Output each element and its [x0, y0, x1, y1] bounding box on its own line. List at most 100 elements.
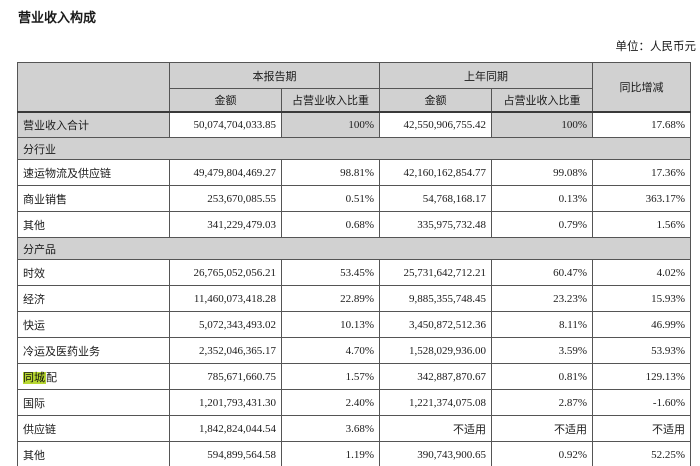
- row-label: 其他: [17, 441, 170, 466]
- cell-yoy: -1.60%: [592, 389, 691, 416]
- cell-amount-current: 50,074,704,033.85: [169, 111, 282, 138]
- cell-pct-prior: 99.08%: [491, 159, 593, 186]
- table-row: 其他 594,899,564.58 1.19% 390,743,900.65 0.92%…: [17, 441, 691, 466]
- table-header: 本报告期 上年同期 同比增减 金额 占营业收入比重 金额 占营业收入比重: [17, 62, 691, 113]
- table-row: 时效 26,765,052,056.21 53.45% 25,731,642,712.…: [17, 259, 691, 286]
- cell-amount-current: 341,229,479.03: [169, 211, 282, 238]
- cell-pct-prior: 60.47%: [491, 259, 593, 286]
- cell-pct-current: 3.68%: [281, 415, 380, 442]
- cell-amount-current: 2,352,046,365.17: [169, 337, 282, 364]
- cell-yoy: 不适用: [592, 415, 691, 442]
- header-current-period: 本报告期: [169, 62, 380, 89]
- cell-amount-current: 594,899,564.58: [169, 441, 282, 466]
- table-row: 同城配 785,671,660.75 1.57% 342,887,870.67 0.81…: [17, 363, 691, 390]
- header-yoy-change: 同比增减: [592, 62, 691, 113]
- cell-yoy: 4.02%: [592, 259, 691, 286]
- cell-pct-current: 1.19%: [281, 441, 380, 466]
- cell-pct-prior: 0.81%: [491, 363, 593, 390]
- section-row: 分产品: [17, 237, 691, 260]
- row-label: 商业销售: [17, 185, 170, 212]
- cell-amount-current: 253,670,085.55: [169, 185, 282, 212]
- section-row: 分行业: [17, 137, 691, 160]
- cell-pct-prior: 不适用: [491, 415, 593, 442]
- cell-amount-prior: 9,885,355,748.45: [379, 285, 492, 312]
- cell-pct-current: 4.70%: [281, 337, 380, 364]
- cell-amount-current: 49,479,804,469.27: [169, 159, 282, 186]
- table-row: 速运物流及供应链 49,479,804,469.27 98.81% 42,160,16…: [17, 159, 691, 186]
- cell-amount-prior: 390,743,900.65: [379, 441, 492, 466]
- cell-pct-prior: 0.92%: [491, 441, 593, 466]
- cell-pct-current: 1.57%: [281, 363, 380, 390]
- cell-pct-current: 98.81%: [281, 159, 380, 186]
- cell-yoy: 53.93%: [592, 337, 691, 364]
- row-label: 时效: [17, 259, 170, 286]
- cell-pct-current: 53.45%: [281, 259, 380, 286]
- header-prior-period: 上年同期: [379, 62, 593, 89]
- cell-amount-prior: 不适用: [379, 415, 492, 442]
- cell-amount-current: 785,671,660.75: [169, 363, 282, 390]
- cell-yoy: 15.93%: [592, 285, 691, 312]
- header-row-periods: 本报告期 上年同期 同比增减: [17, 62, 691, 113]
- cell-yoy: 129.13%: [592, 363, 691, 390]
- cell-amount-current: 1,201,793,431.30: [169, 389, 282, 416]
- cell-pct-current: 100%: [281, 111, 380, 138]
- cell-pct-prior: 0.13%: [491, 185, 593, 212]
- cell-yoy: 46.99%: [592, 311, 691, 338]
- table-row: 其他 341,229,479.03 0.68% 335,975,732.48 0.79%…: [17, 211, 691, 238]
- header-amount-current: 金额: [169, 88, 282, 113]
- row-label: 经济: [17, 285, 170, 312]
- row-label: 同城配: [17, 363, 170, 390]
- section-label: 分行业: [17, 137, 691, 160]
- cell-pct-prior: 3.59%: [491, 337, 593, 364]
- cell-pct-current: 22.89%: [281, 285, 380, 312]
- row-label: 其他: [17, 211, 170, 238]
- header-pct-prior: 占营业收入比重: [491, 88, 593, 113]
- currency-unit-label: 单位：人民币元: [615, 41, 697, 53]
- cell-amount-current: 26,765,052,056.21: [169, 259, 282, 286]
- table-row: 国际 1,201,793,431.30 2.40% 1,221,374,075.08 2…: [17, 389, 691, 416]
- cell-pct-prior: 100%: [491, 111, 593, 138]
- cell-pct-current: 2.40%: [281, 389, 380, 416]
- table-body: 营业收入合计 50,074,704,033.85 100% 42,550,906,75…: [17, 111, 691, 466]
- cell-yoy: 363.17%: [592, 185, 691, 212]
- header-row-measures: 金额 占营业收入比重 金额 占营业收入比重: [18, 88, 691, 113]
- row-label: 冷运及医药业务: [17, 337, 170, 364]
- table-row: 营业收入合计 50,074,704,033.85 100% 42,550,906,75…: [17, 111, 691, 138]
- cell-amount-prior: 1,221,374,075.08: [379, 389, 492, 416]
- cell-pct-prior: 8.11%: [491, 311, 593, 338]
- section-label: 分产品: [17, 237, 691, 260]
- cell-amount-prior: 42,160,162,854.77: [379, 159, 492, 186]
- row-label: 国际: [17, 389, 170, 416]
- cell-pct-current: 10.13%: [281, 311, 380, 338]
- table-row: 供应链 1,842,824,044.54 3.68% 不适用 不适用 不适用: [17, 415, 691, 442]
- table-row: 经济 11,460,073,418.28 22.89% 9,885,355,748.4…: [17, 285, 691, 312]
- cell-amount-prior: 342,887,870.67: [379, 363, 492, 390]
- cell-amount-current: 5,072,343,493.02: [169, 311, 282, 338]
- header-empty-cell: [17, 62, 170, 113]
- row-label: 快运: [17, 311, 170, 338]
- cell-yoy: 17.68%: [592, 111, 691, 138]
- revenue-composition-table: 本报告期 上年同期 同比增减 金额 占营业收入比重 金额 占营业收入比重 营业收…: [17, 62, 691, 466]
- cell-amount-prior: 42,550,906,755.42: [379, 111, 492, 138]
- table-row: 快运 5,072,343,493.02 10.13% 3,450,872,512.36…: [17, 311, 691, 338]
- cell-amount-prior: 25,731,642,712.21: [379, 259, 492, 286]
- cell-amount-prior: 335,975,732.48: [379, 211, 492, 238]
- table-row: 冷运及医药业务 2,352,046,365.17 4.70% 1,528,029,93…: [17, 337, 691, 364]
- cell-pct-prior: 0.79%: [491, 211, 593, 238]
- cell-yoy: 17.36%: [592, 159, 691, 186]
- table-row: 商业销售 253,670,085.55 0.51% 54,768,168.17 0.13…: [17, 185, 691, 212]
- cell-amount-current: 11,460,073,418.28: [169, 285, 282, 312]
- search-highlight: 同城: [23, 371, 46, 384]
- header-pct-current: 占营业收入比重: [281, 88, 380, 113]
- cell-yoy: 52.25%: [592, 441, 691, 466]
- page-title: 营业收入构成: [18, 10, 97, 25]
- cell-pct-prior: 2.87%: [491, 389, 593, 416]
- cell-amount-prior: 54,768,168.17: [379, 185, 492, 212]
- row-label: 营业收入合计: [17, 111, 170, 138]
- row-label: 速运物流及供应链: [17, 159, 170, 186]
- cell-amount-prior: 3,450,872,512.36: [379, 311, 492, 338]
- header-amount-prior: 金额: [379, 88, 492, 113]
- row-label: 供应链: [17, 415, 170, 442]
- cell-pct-current: 0.68%: [281, 211, 380, 238]
